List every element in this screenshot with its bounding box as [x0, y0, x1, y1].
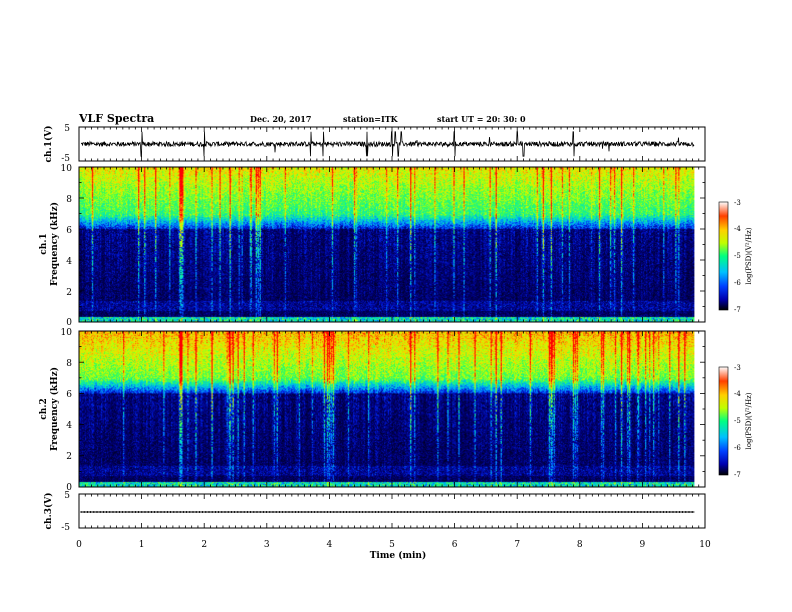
ch2-spectrogram-image	[79, 331, 695, 487]
x-tick-label-4: 4	[327, 540, 333, 550]
ch2-colorbar-gradient	[718, 366, 729, 476]
ch2-spec-ytick-4: 4	[66, 421, 72, 431]
ch1-colorbar-gradient	[718, 201, 729, 311]
ch3-waveform-frame	[78, 493, 706, 529]
ch1-cb-tick-m6: -6	[734, 279, 741, 287]
x-tick-label-6: 6	[452, 540, 458, 550]
ch1-waveform-trace	[80, 131, 695, 157]
ch2-spec-ytick-8: 8	[66, 359, 72, 369]
ch1-colorbar-label: log(PSD)(V²/Hz)	[745, 227, 753, 284]
ch2-colorbar: -3 -4 -5 -6 -7 log(PSD)(V²/Hz)	[718, 364, 753, 479]
ch1-spec-ytick-2: 2	[66, 288, 72, 298]
x-tick-label-1: 1	[139, 540, 145, 550]
ch2-cb-tick-m6: -6	[734, 444, 741, 452]
x-axis-title: Time (min)	[370, 550, 427, 561]
x-tick-label-3: 3	[264, 540, 270, 550]
axis-ticks	[78, 127, 706, 528]
ch2-cb-tick-m5: -5	[734, 417, 741, 425]
ch1-spec-ytick-4: 4	[66, 257, 72, 267]
ch1-spectrogram-channel-label: ch.1	[39, 233, 49, 254]
ch2-spec-ytick-0: 0	[66, 483, 72, 493]
ch1-spec-ytick-6: 6	[66, 226, 72, 236]
ch1-spec-ytick-10: 10	[61, 164, 73, 174]
ch1-ytick-top: 5	[64, 124, 70, 134]
ch1-spectrogram-ylabel: Frequency (kHz)	[49, 202, 60, 286]
ch3-waveform-ylabel: ch.3(V)	[43, 493, 54, 530]
ch2-spec-ytick-10: 10	[61, 328, 73, 338]
x-tick-label-8: 8	[577, 540, 583, 550]
ch2-cb-tick-m4: -4	[734, 390, 741, 398]
date-label: Dec. 20, 2017	[250, 114, 311, 124]
ch1-cb-tick-m5: -5	[734, 252, 741, 260]
ch2-cb-tick-m7: -7	[734, 471, 741, 479]
ch1-spec-ytick-8: 8	[66, 195, 72, 205]
start-time-label: start UT = 20: 30: 0	[437, 114, 526, 124]
ch2-cb-tick-m3: -3	[734, 364, 741, 372]
x-tick-label-9: 9	[640, 540, 646, 550]
x-tick-label-10: 10	[699, 540, 711, 550]
x-tick-label-2: 2	[201, 540, 207, 550]
ch3-ytick-top: 5	[64, 491, 70, 501]
ch2-spectrogram-channel-label: ch.2	[39, 398, 49, 419]
ch1-colorbar: -3 -4 -5 -6 -7 log(PSD)(V²/Hz)	[718, 199, 753, 314]
x-tick-label-0: 0	[76, 540, 82, 550]
ch1-spec-ytick-0: 0	[66, 318, 72, 328]
x-tick-label-5: 5	[389, 540, 395, 550]
x-tick-labels: 0 1 2 3 4 5 6 7 8 9 10	[76, 540, 711, 550]
ch1-cb-tick-m3: -3	[734, 199, 741, 207]
ch1-cb-tick-m7: -7	[734, 306, 741, 314]
station-label: station=ITK	[343, 114, 399, 124]
ch2-spec-ytick-6: 6	[66, 390, 72, 400]
ch2-colorbar-label: log(PSD)(V²/Hz)	[745, 392, 753, 449]
ch1-waveform-ylabel: ch.1(V)	[43, 126, 54, 163]
ch2-spectrogram-ylabel: Frequency (kHz)	[49, 367, 60, 451]
figure-title: VLF Spectra	[78, 112, 154, 125]
ch2-spec-ytick-2: 2	[66, 452, 72, 462]
ch1-cb-tick-m4: -4	[734, 225, 741, 233]
ch1-spectrogram-image	[79, 167, 695, 322]
ch1-ytick-bottom: -5	[61, 154, 70, 164]
ch3-ytick-bottom: -5	[61, 523, 70, 533]
x-tick-label-7: 7	[514, 540, 520, 550]
